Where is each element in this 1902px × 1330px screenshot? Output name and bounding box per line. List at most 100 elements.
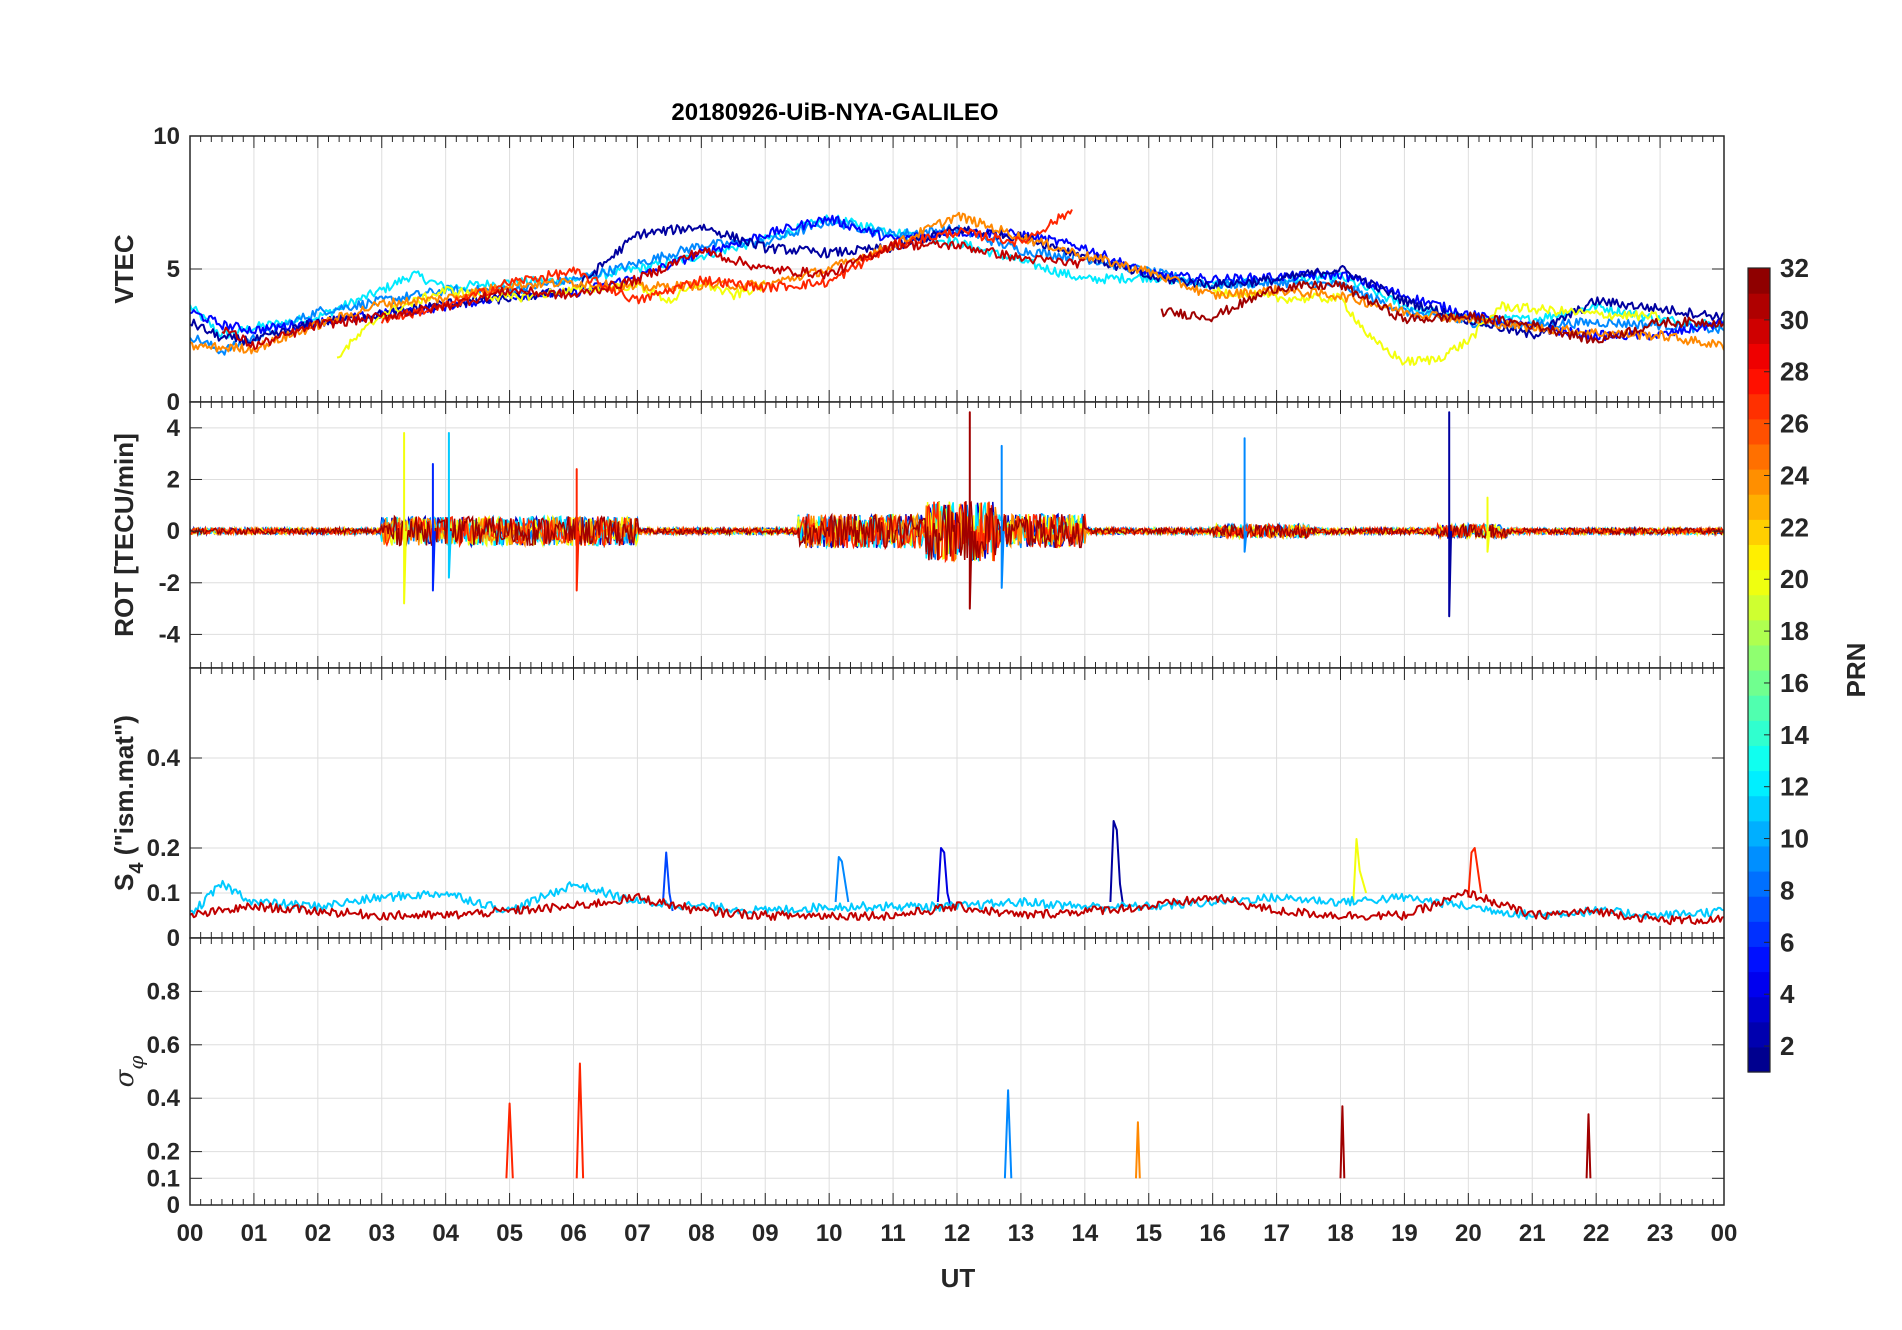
colorbar-segment <box>1748 293 1770 319</box>
series-line-prn-24 <box>190 211 1724 355</box>
y-tick-label: 4 <box>167 415 181 442</box>
colorbar-segment <box>1748 418 1770 445</box>
y-axis-label: σφ <box>110 1056 148 1088</box>
colorbar-segment <box>1748 519 1770 545</box>
colorbar-segment <box>1748 318 1770 344</box>
colorbar-segment <box>1748 971 1770 998</box>
colorbar-segment <box>1748 494 1770 520</box>
x-tick-label: 00 <box>177 1220 204 1247</box>
colorbar-frame <box>1747 267 1771 1073</box>
y-axis-label: S4 ("ism.mat") <box>109 715 148 891</box>
colorbar-segment <box>1748 845 1770 872</box>
series-line-prn-27 <box>380 209 1073 324</box>
colorbar-segment <box>1748 469 1770 495</box>
colorbar-segment <box>1748 343 1770 370</box>
x-tick-label: 23 <box>1647 1220 1674 1247</box>
series-line-prn-27 <box>575 468 580 592</box>
y-tick-label: 0.4 <box>147 745 181 772</box>
colorbar-segment <box>1748 1021 1770 1048</box>
colorbar-tick-label: 14 <box>1780 720 1809 750</box>
series-group <box>190 411 1724 618</box>
x-tick-label: 00 <box>1711 1220 1738 1247</box>
colorbar-tick-label: 30 <box>1780 305 1809 335</box>
y-axis-label-sub: φ <box>124 1056 148 1070</box>
colorbar-tick-label: 12 <box>1780 772 1809 802</box>
sigma-phi-panel: 00.10.2 0.4 0.6 0.8 σφ <box>110 937 1725 1219</box>
y-tick-label: 0.8 <box>147 978 180 1005</box>
colorbar-segment <box>1748 619 1770 646</box>
series-line-prn-31 <box>1339 1105 1346 1179</box>
x-tick-label: 06 <box>560 1220 587 1247</box>
series-line-prn-9 <box>1003 1089 1013 1179</box>
y-tick-label: -4 <box>159 621 181 648</box>
colorbar-tick-label: 4 <box>1780 979 1795 1009</box>
x-tick-label: 18 <box>1327 1220 1354 1247</box>
colorbar-segment <box>1748 795 1770 822</box>
colorbar-segment <box>1748 745 1770 772</box>
colorbar-segment <box>1748 544 1770 571</box>
colorbar-segment <box>1748 921 1770 947</box>
y-tick-label: 0.1 <box>147 880 180 907</box>
colorbar-tick-label: 16 <box>1780 668 1809 698</box>
series-line-prn-9 <box>1243 437 1248 553</box>
y-tick-label: 2 <box>167 466 180 493</box>
colorbar-tick-label: 22 <box>1780 512 1809 542</box>
series-line-prn-4 <box>936 847 952 907</box>
colorbar-segment <box>1748 720 1770 746</box>
y-tick-label: -2 <box>159 570 180 597</box>
y-tick-label: 0.2 <box>147 835 180 862</box>
x-tick-label: 22 <box>1583 1220 1610 1247</box>
x-tick-label: 04 <box>432 1220 459 1247</box>
series-line-prn-20 <box>1486 496 1491 553</box>
series-line-prn-6 <box>431 463 436 592</box>
x-tick-label: 01 <box>241 1220 268 1247</box>
y-tick-label: 0.2 <box>147 1139 180 1166</box>
x-tick-label: 20 <box>1455 1220 1482 1247</box>
x-tick-label: 03 <box>368 1220 395 1247</box>
y-tick-label: 0 <box>167 389 180 416</box>
x-tick-label: 13 <box>1008 1220 1035 1247</box>
x-tick-label: 21 <box>1519 1220 1546 1247</box>
x-tick-label: 14 <box>1071 1220 1098 1247</box>
colorbar-segment <box>1748 871 1770 897</box>
series-line-prn-27 <box>505 1102 514 1179</box>
plot-frame <box>189 937 1725 1206</box>
series-line-prn-30 <box>190 889 1724 926</box>
series-line-prn-2 <box>1109 820 1125 907</box>
colorbar-segment <box>1748 820 1770 847</box>
rot-panel: -4 -2 0 2 4 ROT [TECU/min] <box>109 401 1725 669</box>
x-tick-label: 11 <box>880 1220 905 1247</box>
series-group <box>190 209 1724 366</box>
y-tick-label: 0.4 <box>147 1085 181 1112</box>
series-line-prn-24 <box>1135 1121 1141 1179</box>
colorbar-segment <box>1748 1046 1770 1073</box>
y-axis-label-main: σ <box>110 1068 140 1087</box>
x-tick-label: 15 <box>1135 1220 1162 1247</box>
colorbar-tick-label: 28 <box>1780 357 1809 387</box>
x-tick-label: 17 <box>1263 1220 1290 1247</box>
colorbar-segment <box>1748 644 1770 671</box>
colorbar-segment <box>1748 770 1770 797</box>
series-line-prn-11 <box>447 432 452 579</box>
y-tick-label: 0 <box>167 518 180 545</box>
colorbar-tick-label: 26 <box>1780 409 1809 439</box>
series-line-prn-9 <box>1000 444 1005 589</box>
x-tick-label: 09 <box>752 1220 779 1247</box>
colorbar-tick-label: 20 <box>1780 564 1809 594</box>
colorbar-label: PRN <box>1841 643 1871 698</box>
colorbar-segment <box>1748 594 1770 621</box>
colorbar-segment <box>1748 569 1770 596</box>
y-tick-label: 0.1 <box>147 1165 180 1192</box>
series-group <box>505 1062 1592 1179</box>
colorbar-tick-label: 32 <box>1780 253 1809 283</box>
colorbar-segment <box>1748 996 1770 1023</box>
colorbar-tick-label: 6 <box>1780 927 1794 957</box>
x-tick-label: 19 <box>1391 1220 1418 1247</box>
x-tick-labels: 00 01 02 03 04 05 06 07 08 09 10 11 12 13 14 15 16 17 18 19… <box>177 1220 1738 1247</box>
y-axis-label: VTEC <box>109 234 139 304</box>
x-axis-label: UT <box>941 1263 976 1293</box>
colorbar-tick-label: 2 <box>1780 1031 1794 1061</box>
series-line-prn-31 <box>968 411 973 610</box>
